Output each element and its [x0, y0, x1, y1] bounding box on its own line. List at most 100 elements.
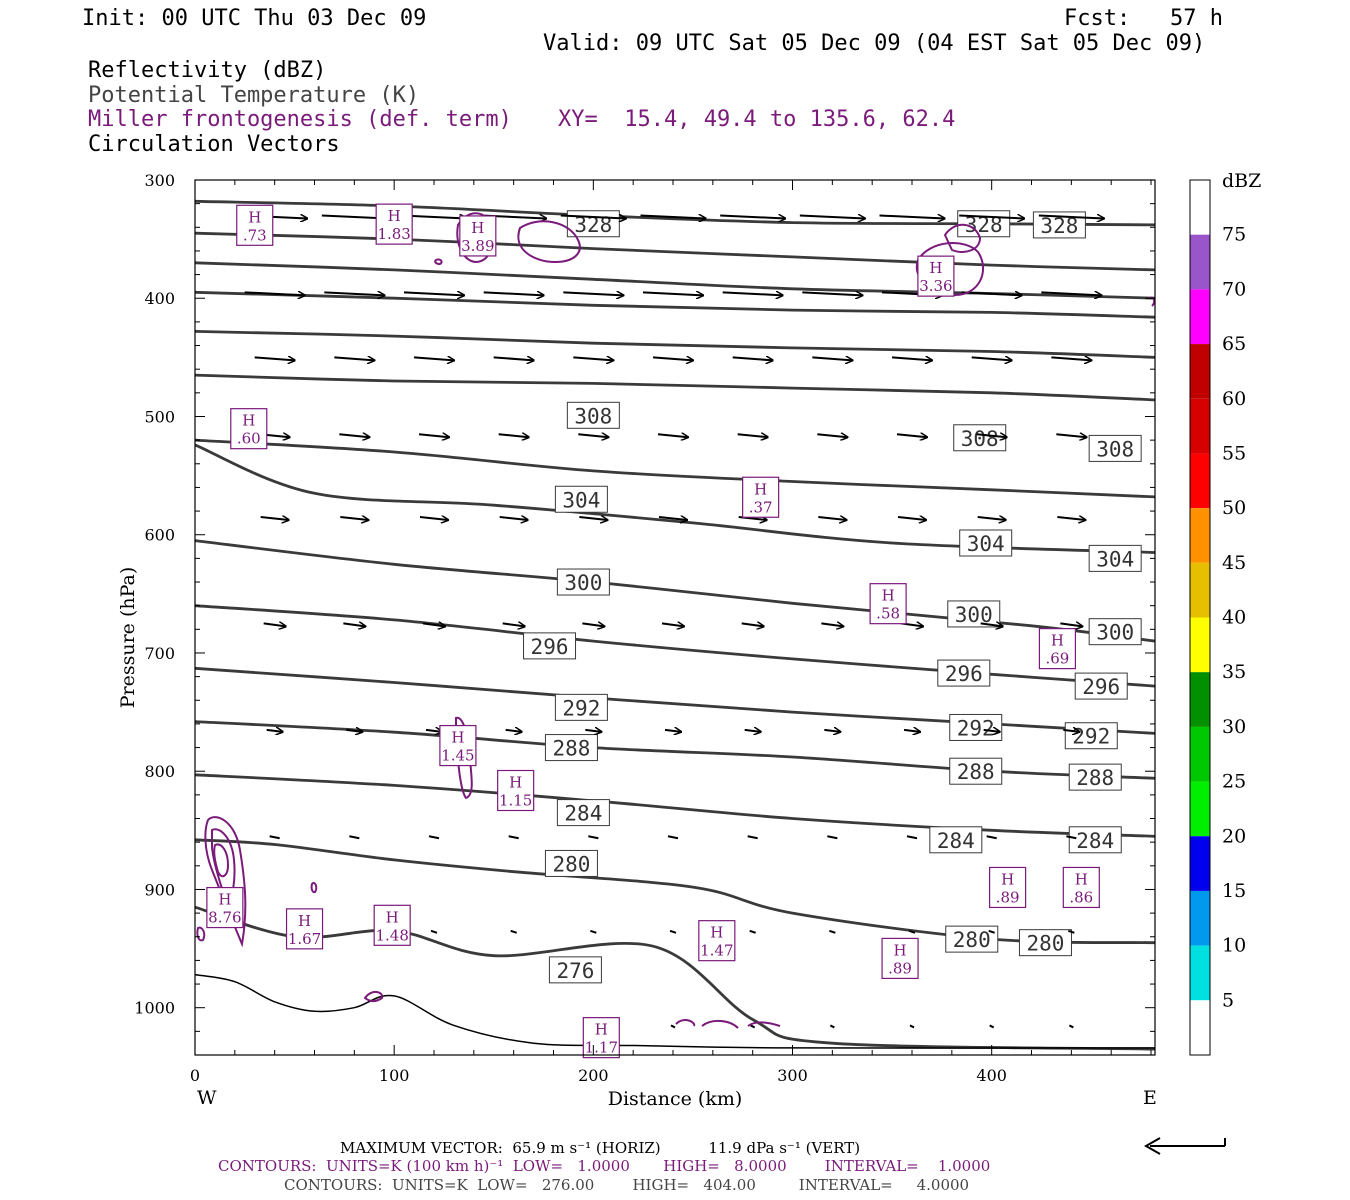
west-label: W: [197, 1087, 217, 1109]
frontogenesis-high-box: [497, 769, 535, 812]
field-potential-temperature: Potential Temperature (K): [88, 83, 420, 108]
circulation-vector: [829, 929, 836, 934]
circulation-vector: [1038, 215, 1104, 218]
frontogenesis-high-box: [206, 886, 244, 929]
circulation-vector: [579, 517, 607, 520]
circulation-vector: [510, 929, 517, 934]
frontogenesis-high-letter: H: [1051, 632, 1064, 650]
circulation-vector: [799, 215, 865, 218]
theta-label: 292: [562, 696, 600, 720]
theta-label-box: [544, 849, 598, 877]
circulation-vector: [563, 292, 623, 295]
circulation-vector: [1051, 357, 1091, 360]
frontogenesis-high-letter: H: [298, 912, 311, 930]
x-tick-label: 0: [190, 1066, 200, 1085]
circulation-vector: [339, 434, 369, 437]
frontogenesis-blob: [213, 843, 230, 878]
colorbar-swatch: [1190, 617, 1210, 673]
field-reflectivity: Reflectivity (dBZ): [88, 58, 327, 83]
x-axis-label: Distance (km): [608, 1088, 743, 1110]
frontogenesis-blob: [196, 926, 206, 942]
theta-contour-line: [194, 199, 1156, 227]
circulation-vector: [821, 623, 843, 626]
frontogenesis-high-value: 3.36: [919, 277, 952, 295]
circulation-vector: [669, 929, 677, 934]
circulation-vector: [418, 434, 449, 437]
init-time: Init: 00 UTC Thu 03 Dec 09: [82, 6, 427, 31]
colorbar-level-label: 15: [1222, 880, 1246, 902]
theta-label: 308: [961, 427, 999, 451]
theta-contour-line: [194, 231, 1156, 272]
colorbar-swatch: [1190, 289, 1210, 345]
colorbar-level-label: 50: [1222, 497, 1246, 519]
frontogenesis-high-value: 1.17: [585, 1039, 618, 1057]
circulation-vector: [802, 292, 862, 295]
frontogenesis-blob: [310, 882, 318, 894]
circulation-vector: [1041, 292, 1101, 295]
theta-label: 288: [957, 760, 995, 784]
circulation-vector: [582, 623, 604, 626]
circulation-vector: [578, 434, 608, 437]
circulation-vector: [560, 215, 626, 218]
frontogenesis-high-letter: H: [242, 412, 255, 430]
x-tick-label: 200: [578, 1066, 609, 1085]
frontogenesis-high-box: [698, 920, 736, 962]
theta-contour-line: [194, 290, 1156, 319]
circulation-vector: [413, 357, 454, 360]
circulation-vector: [824, 730, 840, 732]
theta-label: 292: [1072, 725, 1110, 749]
frontogenesis-high-box: [869, 583, 907, 625]
east-label: E: [1143, 1087, 1157, 1109]
theta-label: 280: [953, 928, 991, 952]
theta-label: 280: [552, 852, 590, 876]
theta-label-box: [949, 757, 1003, 785]
circulation-vector: [403, 292, 464, 295]
footer-contours-frontogenesis: CONTOURS: UNITS=K (100 km h)⁻¹ LOW= 1.00…: [218, 1157, 991, 1175]
circulation-vector: [640, 215, 706, 218]
theta-label: 284: [564, 802, 602, 826]
y-tick-label: 900: [144, 880, 175, 899]
circulation-vector: [498, 434, 529, 437]
theta-label-box: [937, 659, 991, 687]
frontogenesis-high-box: [236, 204, 274, 246]
circulation-vector: [244, 292, 305, 295]
theta-label-box: [523, 632, 577, 660]
field-frontogenesis: Miller frontogenesis (def. term): [88, 107, 512, 132]
circulation-vector: [903, 730, 920, 732]
circulation-vector: [977, 517, 1006, 520]
circulation-vector: [897, 517, 926, 520]
frontogenesis-blob: [517, 220, 581, 264]
circulation-vector: [1068, 929, 1075, 934]
colorbar-swatch: [1190, 344, 1210, 399]
frontogenesis-high-value: .89: [996, 888, 1020, 906]
theta-label-box: [1018, 929, 1072, 957]
circulation-vector: [508, 835, 519, 840]
colorbar-level-label: 5: [1222, 989, 1234, 1011]
circulation-vector: [741, 623, 764, 626]
theta-label-box: [554, 485, 608, 513]
theta-label-box: [1074, 672, 1128, 700]
theta-label-box: [566, 401, 620, 429]
circulation-vector: [906, 835, 918, 840]
circulation-vector: [661, 623, 684, 626]
valid-time: Valid: 09 UTC Sat 05 Dec 09 (04 EST Sat …: [543, 31, 1206, 56]
circulation-vector: [959, 215, 1024, 218]
colorbar-unit: dBZ: [1222, 170, 1261, 192]
colorbar-swatch: [1190, 562, 1210, 618]
colorbar-level-label: 75: [1222, 224, 1246, 246]
frontogenesis-high-box: [1038, 628, 1077, 670]
circulation-vector: [829, 1024, 835, 1029]
frontogenesis-blob: [675, 1019, 781, 1029]
colorbar-level-label: 55: [1222, 442, 1246, 464]
x-tick-label: 400: [976, 1066, 1007, 1085]
frontogenesis-high-value: 1.47: [700, 942, 733, 960]
circulation-vector: [642, 292, 703, 295]
frontogenesis-high-letter: H: [386, 908, 399, 926]
circulation-vector: [1068, 1024, 1074, 1029]
colorbar-swatch: [1190, 672, 1210, 727]
frontogenesis-high-value: 1.83: [377, 225, 410, 243]
theta-label-box: [556, 799, 610, 827]
circulation-vector: [744, 730, 761, 732]
frontogenesis-high-box: [917, 255, 955, 297]
